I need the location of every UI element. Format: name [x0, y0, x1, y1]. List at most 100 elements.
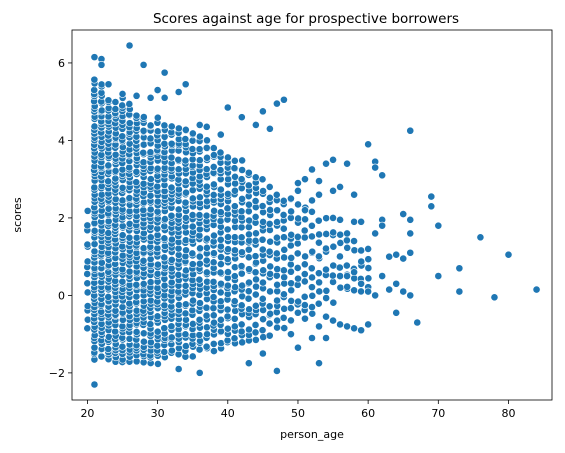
data-point-1098 [244, 294, 253, 303]
data-point-781 [181, 281, 190, 290]
data-point-197 [104, 177, 113, 186]
y-axis-ticks: −2 0 2 4 6 [49, 57, 72, 380]
data-point-1101 [245, 278, 253, 287]
data-point-1173 [266, 262, 275, 271]
data-point-1402 [399, 287, 408, 296]
data-point-467 [140, 337, 148, 346]
data-point-1001 [216, 148, 225, 157]
data-point-1263 [308, 221, 316, 230]
data-point-145 [97, 106, 106, 115]
data-point-1120 [251, 321, 260, 329]
data-point-1045 [230, 272, 239, 281]
data-point-422 [132, 280, 141, 289]
data-point-488 [139, 244, 148, 253]
data-point-1142 [259, 333, 268, 342]
data-point-1178 [265, 219, 274, 228]
data-point-1294 [336, 230, 345, 239]
data-point-1151 [259, 266, 268, 275]
data-point-1119 [251, 328, 260, 337]
data-point-1345 [294, 343, 302, 352]
data-point-1076 [237, 262, 246, 270]
data-point-1391 [455, 264, 464, 273]
data-point-1185 [273, 316, 282, 325]
data-point-1237 [293, 264, 302, 272]
data-point-1143 [258, 326, 267, 335]
data-point-1236 [294, 274, 302, 283]
data-point-0 [83, 324, 92, 333]
data-point-1361 [371, 163, 380, 172]
data-point-1208 [280, 273, 289, 282]
data-point-1245 [300, 301, 309, 309]
data-point-1199 [273, 206, 282, 215]
data-point-1124 [251, 290, 260, 299]
data-point-1321 [97, 60, 106, 69]
data-point-937 [210, 318, 218, 327]
data-point-1158 [259, 218, 267, 226]
x-axis-label: person_age [280, 428, 344, 441]
data-point-1133 [252, 229, 260, 238]
data-point-738 [174, 270, 183, 279]
data-point-1162 [259, 187, 267, 195]
data-point-281 [111, 98, 120, 106]
data-point-291 [118, 322, 127, 331]
data-point-568 [146, 134, 155, 143]
data-point-1005 [223, 324, 232, 333]
data-point-1251 [300, 233, 309, 242]
data-point-1132 [251, 236, 260, 245]
data-point-1291 [335, 263, 344, 272]
data-point-1210 [280, 253, 289, 262]
y-tick-label-0: 0 [58, 289, 65, 302]
data-point-1204 [280, 304, 289, 313]
data-point-1080 [237, 233, 246, 242]
data-point-1221 [287, 286, 296, 295]
data-point-1282 [329, 298, 338, 307]
y-tick-label--2: −2 [49, 367, 65, 380]
data-point-565 [146, 148, 155, 157]
data-point-630 [160, 324, 169, 333]
data-point-1349 [322, 334, 330, 342]
data-point-1352 [301, 175, 309, 184]
data-point-1089 [237, 175, 246, 184]
data-point-1390 [504, 250, 513, 259]
data-point-1184 [273, 323, 281, 332]
data-point-613 [153, 164, 162, 173]
data-point-1417 [308, 303, 316, 311]
data-point-596 [153, 244, 162, 253]
data-points [83, 41, 541, 389]
data-point-1375 [364, 244, 373, 253]
data-point-403 [125, 100, 134, 108]
data-point-790 [181, 236, 190, 245]
data-point-1388 [434, 221, 443, 230]
data-point-155 [104, 345, 113, 353]
data-point-976 [216, 297, 225, 306]
data-point-1112 [245, 200, 253, 209]
data-point-572 [154, 360, 162, 368]
data-point-1262 [308, 232, 316, 241]
data-point-1386 [427, 192, 436, 201]
data-point-1016 [223, 255, 232, 264]
data-point-1081 [237, 223, 246, 232]
data-point-961 [209, 180, 218, 189]
data-point-1329 [223, 103, 232, 112]
data-point-966 [210, 151, 218, 159]
data-point-1211 [280, 245, 289, 254]
data-point-991 [216, 208, 225, 217]
data-point-1409 [329, 316, 337, 325]
data-point-1256 [308, 291, 317, 300]
data-point-1035 [230, 334, 239, 343]
data-point-314 [118, 222, 127, 230]
data-point-1300 [343, 236, 351, 245]
data-point-1099 [244, 287, 253, 296]
data-point-794 [181, 213, 190, 222]
data-point-969 [217, 339, 225, 348]
x-tick-label-60: 60 [361, 407, 375, 420]
data-point-908 [202, 268, 211, 277]
data-point-1327 [174, 88, 183, 96]
data-point-382 [125, 194, 134, 202]
data-point-280 [111, 105, 120, 113]
data-point-1109 [244, 223, 253, 231]
data-point-941 [209, 293, 218, 301]
data-point-770 [182, 342, 190, 350]
data-point-1328 [160, 93, 169, 102]
data-point-689 [167, 278, 176, 287]
